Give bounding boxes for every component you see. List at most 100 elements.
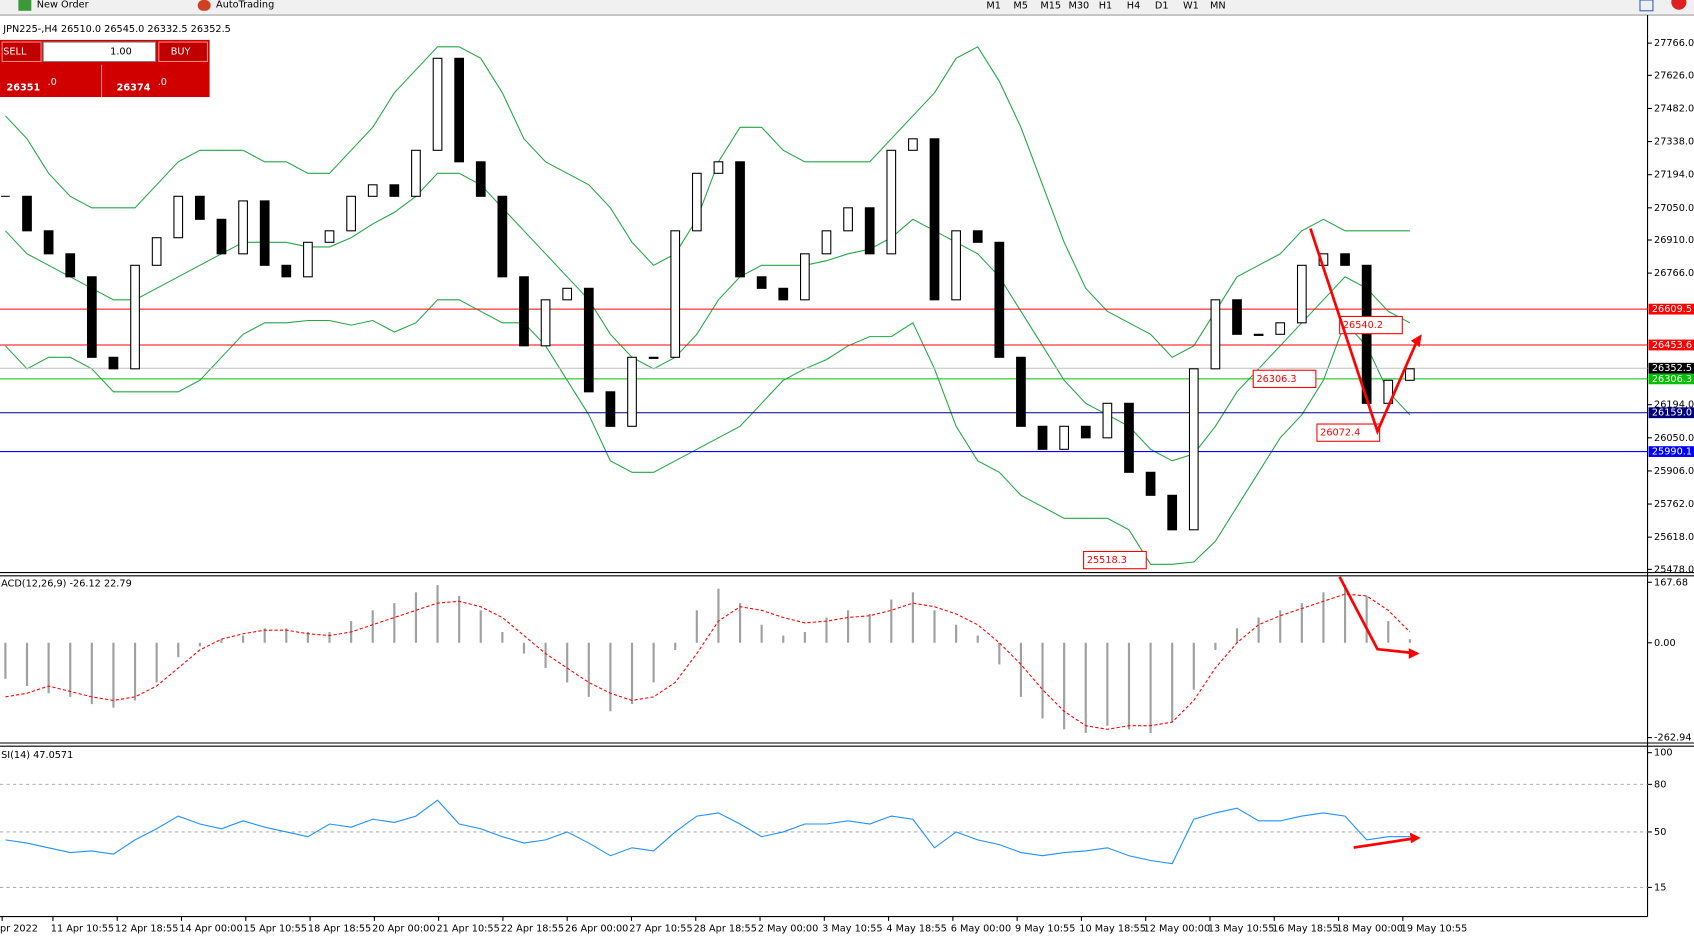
candle xyxy=(1340,253,1350,266)
candle xyxy=(1232,299,1242,335)
timeframe-button[interactable]: D1 xyxy=(1155,0,1169,11)
arrow-head xyxy=(1410,334,1422,348)
macd-bar xyxy=(112,642,115,708)
lot-input[interactable] xyxy=(42,41,157,63)
alert-icon[interactable] xyxy=(1671,0,1687,10)
macd-signal xyxy=(5,593,1411,730)
price-level-label: 26159.0 xyxy=(1652,408,1692,419)
macd-bar xyxy=(782,635,785,643)
timeframe-button[interactable]: M15 xyxy=(1040,0,1061,11)
timeframe-button[interactable]: MN xyxy=(1210,0,1226,11)
price-level-label: 26453.6 xyxy=(1652,340,1692,351)
candle xyxy=(281,264,292,278)
y-tick-label: 80 xyxy=(1654,779,1666,790)
macd-bar xyxy=(133,642,137,701)
autotrading-icon[interactable] xyxy=(197,0,211,11)
candle xyxy=(583,287,594,393)
bid-main[interactable]: 26351 xyxy=(6,82,40,93)
timeframe-button[interactable]: M1 xyxy=(986,0,1001,11)
candle xyxy=(303,241,313,278)
y-tick-label: 26766.0 xyxy=(1654,268,1694,279)
candle xyxy=(605,391,616,427)
buy-button[interactable] xyxy=(158,41,208,63)
macd-bar xyxy=(1343,585,1347,643)
drawn-arrow xyxy=(1309,228,1420,436)
macd-pane: ACD(12,26,9) -26.12 22.79 167.68 0.00 -262.… xyxy=(1,577,1691,743)
macd-bar xyxy=(1387,621,1390,643)
macd-bar xyxy=(847,610,850,643)
timeframe-button[interactable]: W1 xyxy=(1183,0,1199,11)
sell-label[interactable]: SELL xyxy=(3,47,27,58)
new-order-icon[interactable] xyxy=(18,0,32,11)
macd-bar xyxy=(328,631,331,643)
macd-bar xyxy=(458,595,461,643)
y-tick-label: 0.00 xyxy=(1654,638,1676,649)
x-tick-label: 2 May 00:00 xyxy=(758,923,818,934)
y-tick-label: 27766.0 xyxy=(1654,38,1694,49)
x-tick-label: 22 Apr 18:55 xyxy=(501,923,564,934)
candle xyxy=(864,207,875,255)
candle xyxy=(130,264,140,370)
timeframe-button[interactable]: M5 xyxy=(1013,0,1028,11)
y-tick-label: 25478.0 xyxy=(1654,564,1694,575)
candle xyxy=(1080,425,1091,439)
x-tick-label: 10 May 18:55 xyxy=(1079,923,1146,934)
y-tick-label: 167.68 xyxy=(1654,577,1688,588)
x-tick-label: 4 May 18:55 xyxy=(886,923,946,934)
x-tick-label: 27 Apr 10:55 xyxy=(629,923,692,934)
x-tick-label: 14 Apr 00:00 xyxy=(179,923,242,934)
bid-frac[interactable]: .0 xyxy=(48,77,57,88)
candle xyxy=(540,299,551,347)
candle xyxy=(670,230,681,358)
drawn-arrow xyxy=(1353,836,1418,849)
candle xyxy=(713,161,724,174)
price-level-tag xyxy=(1648,373,1694,385)
candle xyxy=(432,57,443,151)
timeframe-button[interactable]: M30 xyxy=(1068,0,1089,11)
new-order[interactable]: New Order xyxy=(37,0,89,10)
lot-value[interactable]: 1.00 xyxy=(110,47,132,58)
y-tick-label: 26910.0 xyxy=(1654,235,1694,246)
macd-bar xyxy=(25,642,29,687)
y-tick-label: 15 xyxy=(1654,882,1666,893)
indicator-title: ACD(12,26,9) -26.12 22.79 xyxy=(1,578,132,589)
search-icon[interactable] xyxy=(1639,0,1654,12)
macd-bar xyxy=(890,599,893,643)
autotrading[interactable]: AutoTrading xyxy=(216,0,274,10)
x-tick-label: 18 May 00:00 xyxy=(1336,923,1403,934)
candle xyxy=(627,356,637,427)
sell-button[interactable] xyxy=(1,41,42,63)
candle xyxy=(562,287,573,301)
macd-bar xyxy=(1322,592,1325,643)
ask-frac[interactable]: .0 xyxy=(158,77,167,88)
macd-bar xyxy=(306,631,309,643)
x-tick-label: 21 Apr 10:55 xyxy=(436,923,499,934)
ask-main[interactable]: 26374 xyxy=(117,82,151,93)
candle xyxy=(951,230,961,301)
x-tick-label: 9 May 10:55 xyxy=(1015,923,1075,934)
candle xyxy=(1253,333,1264,336)
price-level-label: 26306.3 xyxy=(1652,374,1692,385)
timeframe-button[interactable]: H1 xyxy=(1099,0,1112,11)
timeframe-button[interactable]: H4 xyxy=(1127,0,1140,11)
order-panel: SELL 1.00 BUY 26351 .0 26374 .0 xyxy=(0,39,210,98)
candle xyxy=(324,230,335,243)
y-tick-label: 25618.0 xyxy=(1654,532,1694,543)
arrow-head xyxy=(1408,648,1420,659)
candle xyxy=(778,287,789,301)
macd-bar xyxy=(414,592,418,643)
macd-bar xyxy=(587,642,590,697)
macd-bar xyxy=(695,610,698,643)
annotation-box xyxy=(1316,423,1381,442)
buy-label[interactable]: BUY xyxy=(171,47,191,58)
candle xyxy=(994,241,1005,358)
annotation: 26540.2 xyxy=(1343,320,1383,331)
price-level-tag xyxy=(1648,446,1694,457)
macd-bar xyxy=(1019,642,1023,697)
candle xyxy=(1145,471,1156,496)
x-tick-label: pr 2022 xyxy=(0,923,38,934)
macd-bar xyxy=(955,624,958,643)
macd-bar xyxy=(1279,610,1282,643)
